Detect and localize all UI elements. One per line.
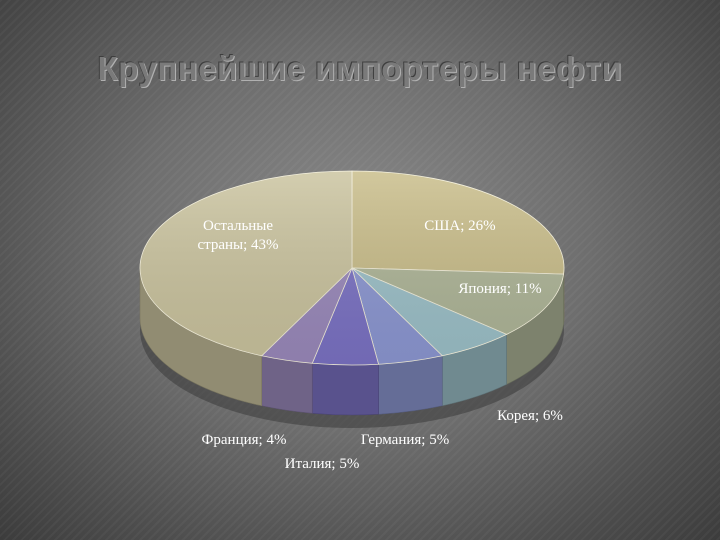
data-label-италия: Италия; 5% — [285, 456, 360, 472]
data-label-франция: Франция; 4% — [202, 432, 287, 448]
pie-side-франция — [261, 355, 313, 414]
pie-side-италия — [311, 362, 379, 416]
pie-side-германия — [378, 355, 443, 415]
data-label-корея: Корея; 6% — [497, 408, 563, 424]
data-label-остальные-страны: Остальные страны; 43% — [197, 218, 278, 253]
data-label-германия: Германия; 5% — [361, 432, 449, 448]
pie-labels: США; 26% Япония; 11% Корея; 6% Германия; 5%… — [197, 218, 562, 472]
chart-title: Крупнейшие импортеры нефти — [97, 50, 623, 87]
data-label-япония: Япония; 11% — [458, 281, 541, 297]
pie-tops — [139, 170, 565, 366]
data-label-сша: США; 26% — [424, 218, 495, 234]
